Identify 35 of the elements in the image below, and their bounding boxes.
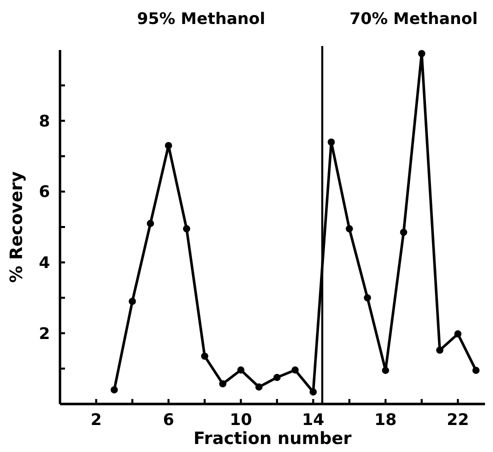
point <box>182 225 190 232</box>
point <box>346 225 353 232</box>
x-tick-label: 2 <box>90 410 102 429</box>
x-axis-title: Fraction number <box>193 429 352 449</box>
x-tick-label: 18 <box>374 410 397 429</box>
x-tick-label: 10 <box>230 410 252 429</box>
y-tick-label: 2 <box>38 324 50 343</box>
point <box>110 386 118 394</box>
point <box>328 138 335 146</box>
point <box>436 346 444 354</box>
x-tick-label: 14 <box>302 410 324 429</box>
point <box>219 380 226 388</box>
y-axis-title: % Recovery <box>7 171 27 283</box>
x-tick-label: 22 <box>446 410 470 429</box>
y-tick-label: 4 <box>38 253 50 272</box>
point <box>454 330 462 338</box>
point <box>364 294 372 302</box>
point <box>418 50 426 58</box>
point <box>310 388 317 396</box>
point <box>128 298 136 305</box>
text: 95% Methanol <box>136 9 266 28</box>
point <box>472 366 480 374</box>
x-tick-label: 6 <box>162 410 174 429</box>
y-tick-label: 8 <box>38 111 50 130</box>
y-tick-label: 6 <box>38 182 50 202</box>
point <box>237 366 244 374</box>
point <box>273 374 281 382</box>
point <box>201 352 208 360</box>
point <box>382 366 390 374</box>
point <box>400 228 408 236</box>
point <box>255 383 263 391</box>
text: 70% Methanol <box>349 9 478 28</box>
point <box>146 220 154 228</box>
point <box>292 366 299 374</box>
point <box>164 142 172 150</box>
